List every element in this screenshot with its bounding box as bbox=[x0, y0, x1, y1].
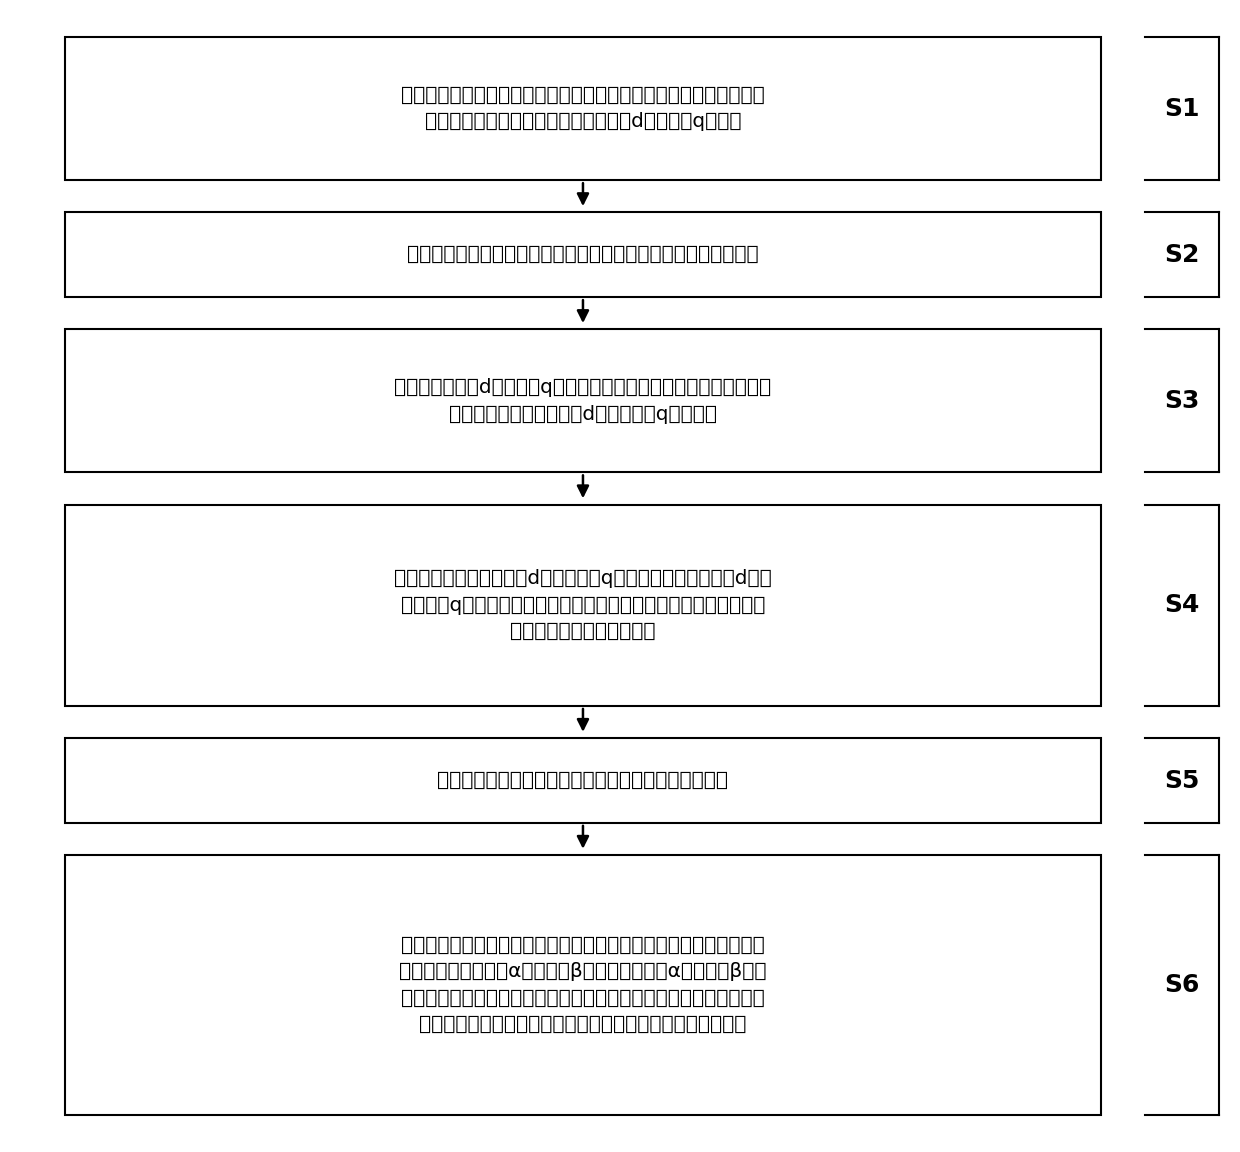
FancyBboxPatch shape bbox=[64, 738, 1101, 823]
Text: S1: S1 bbox=[1164, 97, 1199, 121]
Text: S5: S5 bbox=[1164, 768, 1199, 793]
Text: S6: S6 bbox=[1164, 973, 1199, 996]
FancyBboxPatch shape bbox=[64, 855, 1101, 1115]
Text: S3: S3 bbox=[1164, 389, 1199, 412]
FancyBboxPatch shape bbox=[64, 505, 1101, 706]
Text: 推导进行电压补偿后的系统，并设计对应的电流控制器: 推导进行电压补偿后的系统，并设计对应的电流控制器 bbox=[438, 771, 728, 790]
Text: 将电流环耦合项作为外部因素，构建永磁同步电机电流环标称模型: 将电流环耦合项作为外部因素，构建永磁同步电机电流环标称模型 bbox=[407, 245, 759, 264]
Text: S4: S4 bbox=[1164, 593, 1199, 617]
Text: 根据反馈的所述d轴电流、q轴电流、以及其对应的控制信号，通过惯
性环节实时辨识电流环的d轴耦合项和q轴耦合项: 根据反馈的所述d轴电流、q轴电流、以及其对应的控制信号，通过惯 性环节实时辨识电… bbox=[394, 378, 771, 424]
FancyBboxPatch shape bbox=[64, 37, 1101, 181]
Text: 采集永磁同步电机定子三相电流后进行同步旋转坐标转换，得到永磁
同步电机在同步旋转坐标体系下对应的d轴电流与q轴电流: 采集永磁同步电机定子三相电流后进行同步旋转坐标转换，得到永磁 同步电机在同步旋转… bbox=[401, 86, 765, 131]
FancyBboxPatch shape bbox=[64, 329, 1101, 472]
FancyBboxPatch shape bbox=[64, 212, 1101, 297]
Text: 根据辨识得到的电流环的d轴耦合项和q轴耦合项，设计对应的d轴前
馈通路和q轴前馈通路，并将辨识得到的电流环耦合项设在电流控制
器的输出端以进行电压补偿: 根据辨识得到的电流环的d轴耦合项和q轴耦合项，设计对应的d轴前 馈通路和q轴前馈… bbox=[394, 569, 771, 642]
Text: 将进行电压补偿后的系统对应的总控制信号进行静止坐标转换，得到
两相静止坐标系下的α轴电压和β轴电压，将所述α轴电压、β轴电
压以及直流母线电压输入至空间矢量脉宽: 将进行电压补偿后的系统对应的总控制信号进行静止坐标转换，得到 两相静止坐标系下的… bbox=[399, 935, 766, 1034]
Text: S2: S2 bbox=[1164, 243, 1199, 267]
